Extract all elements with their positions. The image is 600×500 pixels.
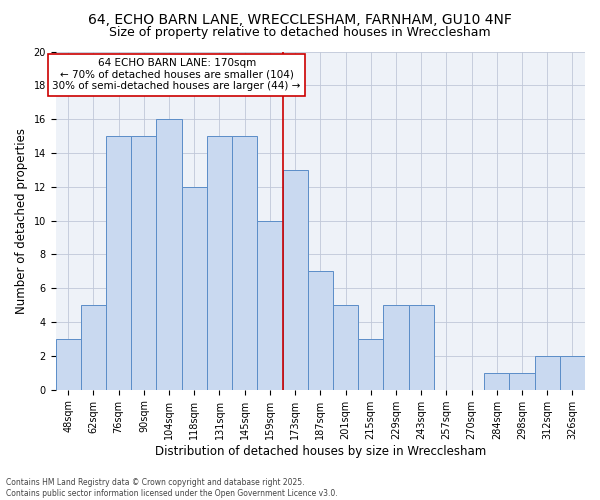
Bar [560, 356, 585, 390]
Bar [509, 373, 535, 390]
Bar [157, 119, 182, 390]
Bar [409, 305, 434, 390]
Bar [308, 272, 333, 390]
Bar [81, 305, 106, 390]
Bar [257, 220, 283, 390]
Text: Contains HM Land Registry data © Crown copyright and database right 2025.
Contai: Contains HM Land Registry data © Crown c… [6, 478, 338, 498]
Bar [333, 305, 358, 390]
Bar [131, 136, 157, 390]
Y-axis label: Number of detached properties: Number of detached properties [15, 128, 28, 314]
X-axis label: Distribution of detached houses by size in Wrecclesham: Distribution of detached houses by size … [155, 444, 486, 458]
Bar [535, 356, 560, 390]
Text: 64, ECHO BARN LANE, WRECCLESHAM, FARNHAM, GU10 4NF: 64, ECHO BARN LANE, WRECCLESHAM, FARNHAM… [88, 12, 512, 26]
Text: Size of property relative to detached houses in Wrecclesham: Size of property relative to detached ho… [109, 26, 491, 39]
Bar [232, 136, 257, 390]
Bar [383, 305, 409, 390]
Bar [358, 339, 383, 390]
Bar [56, 339, 81, 390]
Bar [207, 136, 232, 390]
Text: 64 ECHO BARN LANE: 170sqm
← 70% of detached houses are smaller (104)
30% of semi: 64 ECHO BARN LANE: 170sqm ← 70% of detac… [52, 58, 301, 92]
Bar [106, 136, 131, 390]
Bar [484, 373, 509, 390]
Bar [283, 170, 308, 390]
Bar [182, 187, 207, 390]
